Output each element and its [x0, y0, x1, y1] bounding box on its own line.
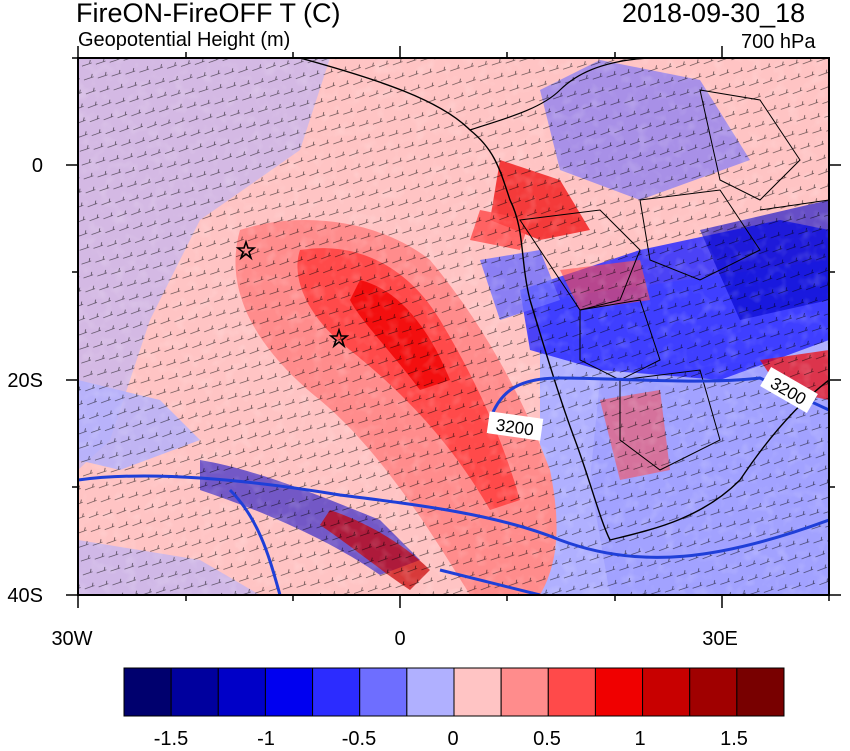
- colorbar-swatch: [736, 667, 785, 717]
- colorbar-swatch: [642, 667, 691, 717]
- lat-label-40s: 40S: [7, 585, 43, 607]
- colorbar: [123, 667, 785, 717]
- colorbar-swatch: [689, 667, 738, 717]
- colorbar-swatch: [453, 667, 502, 717]
- lon-label-0: 0: [394, 628, 406, 650]
- map-frame: [77, 57, 830, 596]
- star-marker: [235, 239, 257, 261]
- contour-label-west: 3200: [486, 411, 544, 441]
- colorbar-label: -0.5: [341, 728, 377, 750]
- map-title: FireON-FireOFF T (C): [76, 0, 341, 28]
- colorbar-swatch: [547, 667, 596, 717]
- map-ticks: [66, 46, 841, 608]
- colorbar-label: 0: [447, 728, 459, 750]
- pressure-level-label: 700 hPa: [741, 31, 816, 53]
- colorbar-swatch: [123, 667, 172, 717]
- colorbar-swatch: [312, 667, 361, 717]
- lon-label-30w: 30W: [51, 628, 93, 650]
- colorbar-label: -1: [257, 728, 275, 750]
- star-marker: [328, 327, 350, 349]
- map-field: [78, 58, 829, 595]
- colorbar-swatch: [359, 667, 408, 717]
- colorbar-label: 1.5: [720, 728, 748, 750]
- colorbar-label: -1.5: [153, 728, 189, 750]
- colorbar-swatch: [406, 667, 455, 717]
- colorbar-label: 0.5: [533, 728, 561, 750]
- lat-label-20s: 20S: [7, 370, 43, 392]
- colorbar-label: 1: [634, 728, 646, 750]
- lat-label-0: 0: [31, 155, 43, 177]
- map-subtitle: Geopotential Height (m): [78, 29, 291, 51]
- colorbar-swatch: [500, 667, 549, 717]
- colorbar-swatch: [170, 667, 219, 717]
- colorbar-swatch: [594, 667, 644, 717]
- colorbar-swatch: [217, 667, 266, 717]
- colorbar-swatch: [264, 667, 314, 717]
- datetime-label: 2018-09-30_18: [622, 0, 806, 28]
- lon-label-30e: 30E: [702, 628, 738, 650]
